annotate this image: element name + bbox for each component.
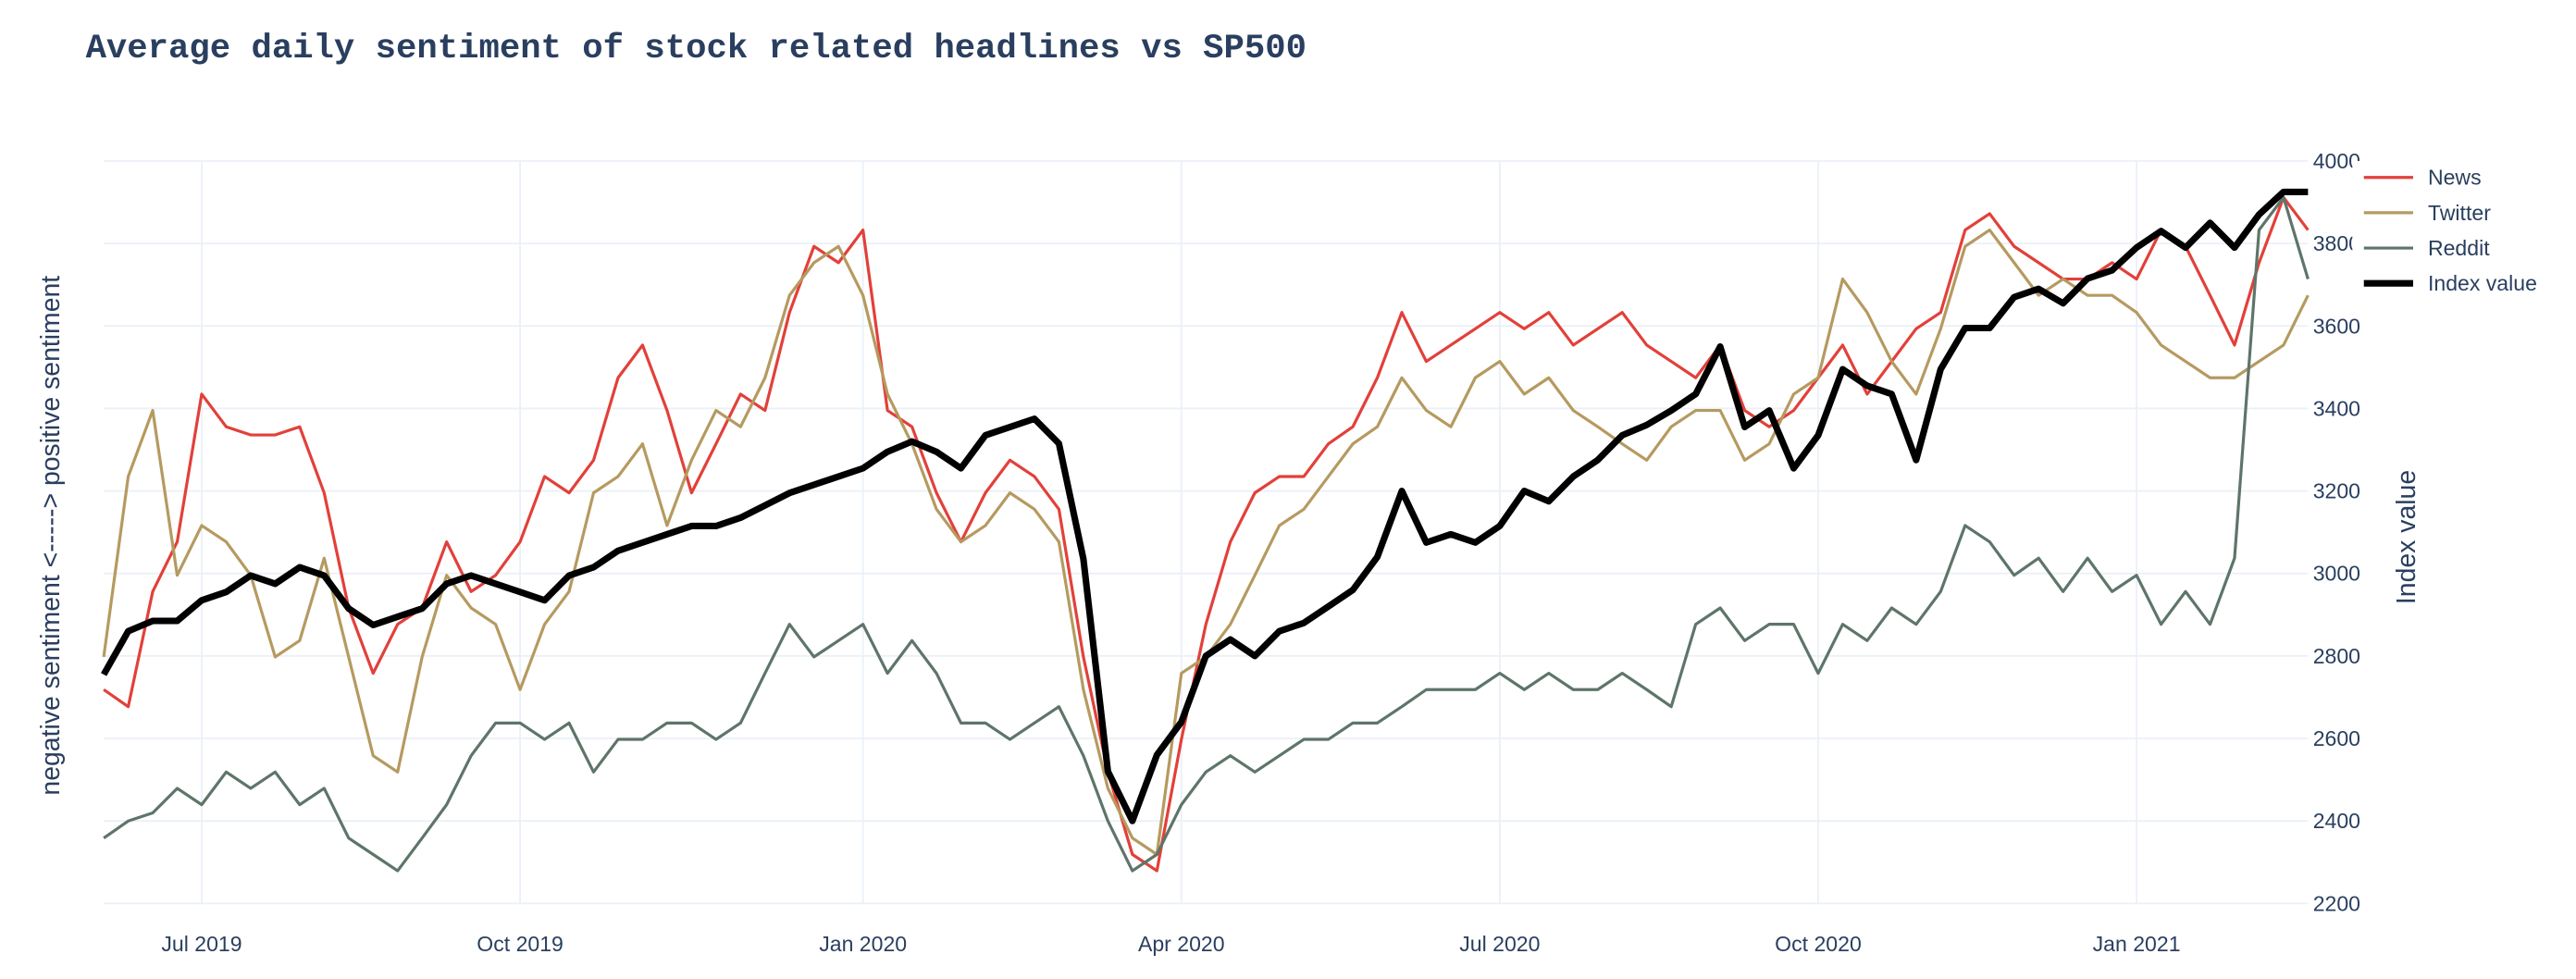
x-tick-label: Jul 2020 (1459, 932, 1540, 956)
series-line (102, 228, 2310, 856)
x-tick-label: Jan 2021 (2093, 932, 2181, 956)
legend-label: Reddit (2428, 236, 2490, 260)
x-tick-label: Oct 2019 (477, 932, 564, 956)
y2-tick-label: 2200 (2313, 891, 2360, 915)
series-line (103, 195, 2310, 873)
y2-tick-label: 3400 (2313, 396, 2360, 420)
x-tick-label: Jul 2019 (161, 932, 242, 956)
plot-area (101, 188, 2310, 873)
x-tick-label: Apr 2020 (1138, 932, 1225, 956)
series-line (101, 188, 2309, 824)
series-line (103, 195, 2310, 873)
y2-tick-label: 3600 (2313, 314, 2360, 338)
grid (104, 160, 2309, 905)
y2-tick-label: 2800 (2313, 644, 2360, 668)
legend: News Twitter Reddit Index value (2352, 160, 2576, 303)
legend-label: Index value (2428, 271, 2537, 295)
x-tick-label: Oct 2020 (1775, 932, 1862, 956)
axes: 2200240026002800300032003400360038004000… (161, 149, 2360, 956)
y2-tick-label: 3000 (2313, 562, 2360, 586)
y2-axis-title: Index value (2392, 470, 2421, 604)
chart-title: Average daily sentiment of stock related… (86, 30, 1307, 68)
y2-tick-label: 2400 (2313, 809, 2360, 833)
legend-label: News (2428, 166, 2482, 190)
y2-tick-label: 3200 (2313, 479, 2360, 503)
legend-label: Twitter (2428, 201, 2491, 225)
y-axis-title: negative sentiment <-----> positive sent… (36, 276, 66, 796)
x-tick-label: Jan 2020 (819, 932, 907, 956)
legend-background (2352, 160, 2576, 303)
y2-tick-label: 2600 (2313, 726, 2360, 750)
